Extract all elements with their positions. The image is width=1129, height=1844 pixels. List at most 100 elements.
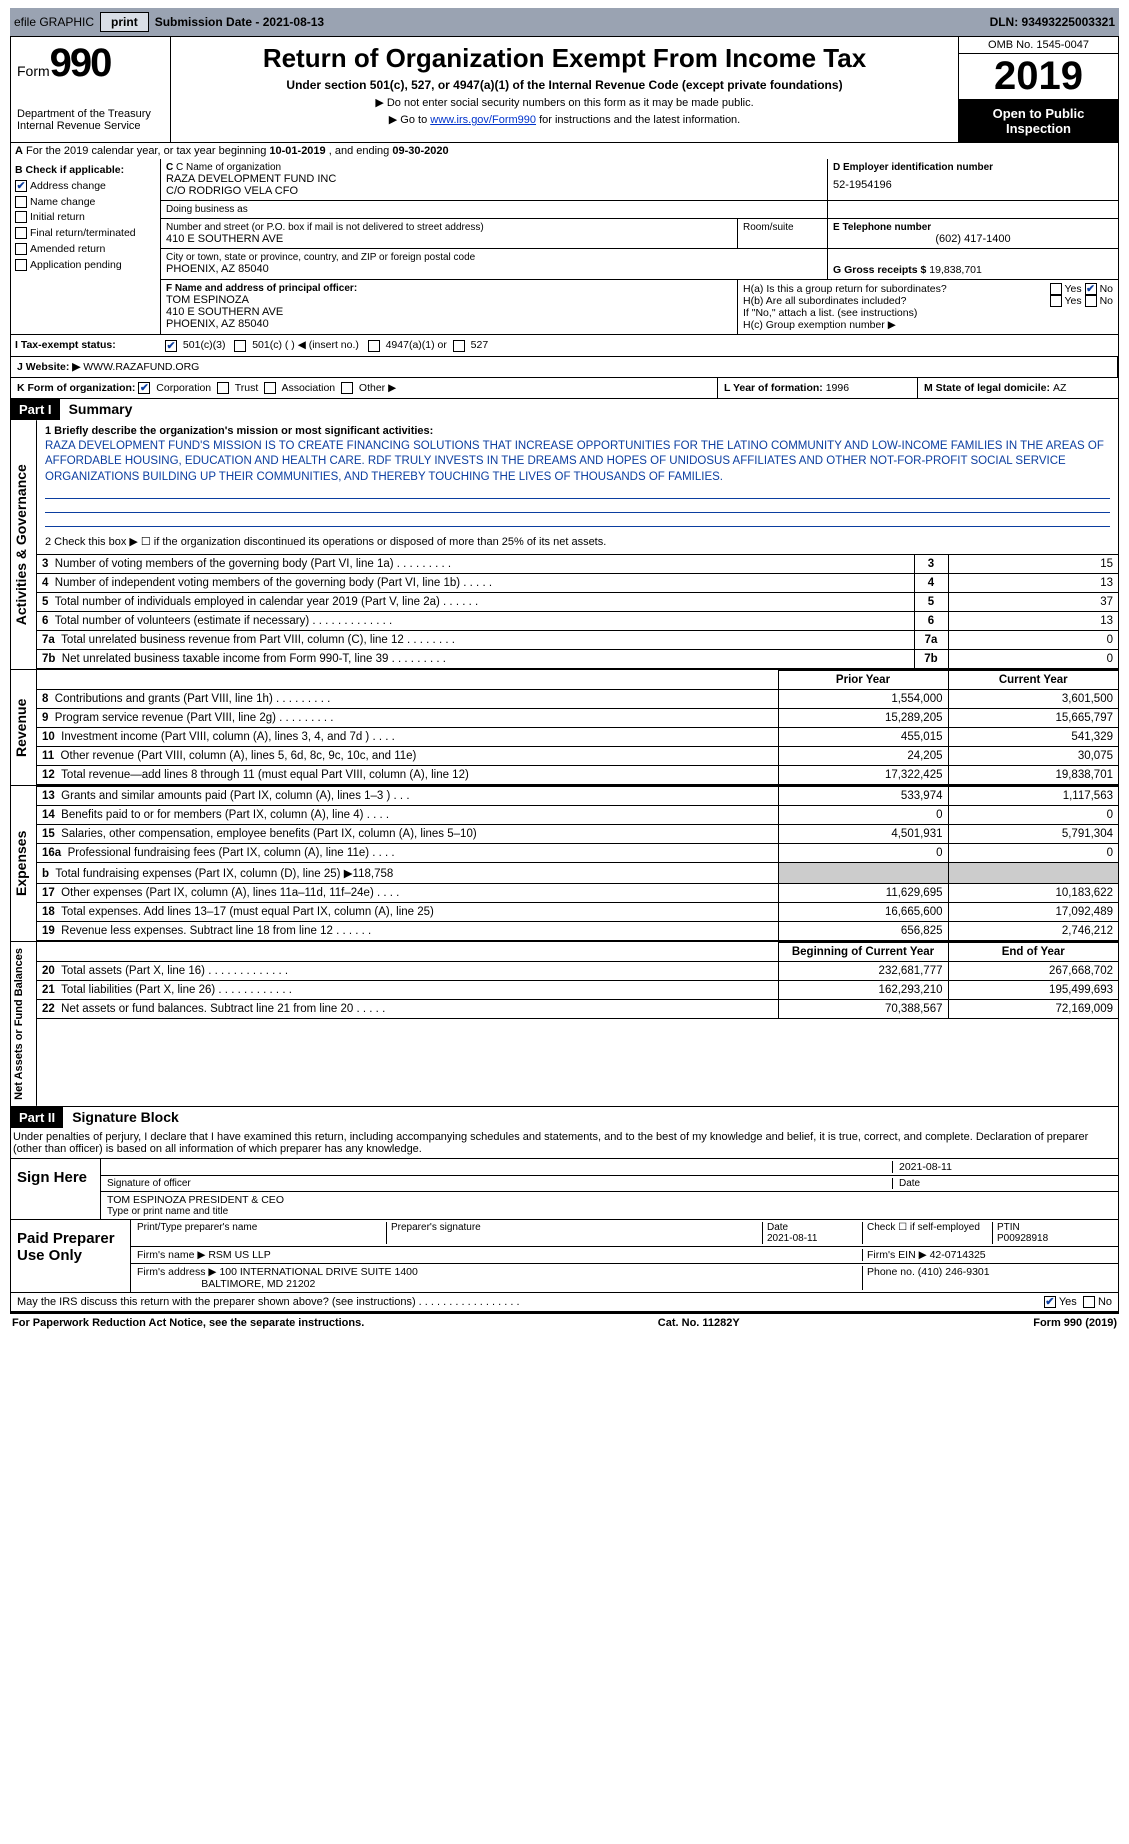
- col-b-header: B Check if applicable:: [15, 164, 124, 176]
- firm-addr-label: Firm's address ▶: [137, 1266, 219, 1278]
- state-domicile-cell: M State of legal domicile: AZ: [918, 378, 1118, 398]
- officer-city: PHOENIX, AZ 85040: [166, 318, 732, 330]
- sig-date1: 2021-08-11: [892, 1161, 1112, 1173]
- chk-discuss-yes[interactable]: [1044, 1296, 1056, 1308]
- table-row: 14 Benefits paid to or for members (Part…: [37, 806, 1118, 825]
- table-row: 17 Other expenses (Part IX, column (A), …: [37, 884, 1118, 903]
- form-ref: Form 990 (2019): [1033, 1317, 1117, 1329]
- org-name-label: C Name of organization: [176, 162, 281, 173]
- chk-501c3[interactable]: [165, 340, 177, 352]
- current-year-hdr: Current Year: [948, 671, 1118, 690]
- netassets-header-row: Beginning of Current Year End of Year: [37, 943, 1118, 962]
- print-button[interactable]: print: [100, 12, 149, 32]
- form-org-label: K Form of organization:: [17, 382, 135, 394]
- header-left: Form990 Department of the Treasury Inter…: [11, 37, 171, 142]
- mission-text: RAZA DEVELOPMENT FUND'S MISSION IS TO CR…: [45, 440, 1104, 483]
- lbl-corp: Corporation: [156, 382, 211, 394]
- date-label: Date: [892, 1178, 1112, 1189]
- chk-other[interactable]: [341, 382, 353, 394]
- chk-501c[interactable]: [234, 340, 246, 352]
- telephone-value: (602) 417-1400: [833, 233, 1113, 245]
- prior-year-hdr: Prior Year: [778, 671, 948, 690]
- firm-phone-label: Phone no.: [867, 1266, 918, 1278]
- table-row: 6 Total number of volunteers (estimate i…: [37, 612, 1118, 631]
- omb-number: OMB No. 1545-0047: [959, 37, 1118, 54]
- governance-table: 3 Number of voting members of the govern…: [37, 554, 1118, 669]
- end-year-hdr: End of Year: [948, 943, 1118, 962]
- penalty-statement: Under penalties of perjury, I declare th…: [10, 1128, 1119, 1159]
- line-a-text2: , and ending: [329, 145, 393, 157]
- dept-treasury: Department of the Treasury: [17, 108, 164, 120]
- chk-assoc[interactable]: [264, 382, 276, 394]
- line2-text: 2 Check this box ▶ ☐ if the organization…: [45, 535, 1110, 550]
- website-cell: J Website: ▶ WWW.RAZAFUND.ORG: [11, 357, 1118, 377]
- lbl-trust: Trust: [235, 382, 259, 394]
- officer-name: TOM ESPINOZA: [166, 294, 732, 306]
- goto-link[interactable]: www.irs.gov/Form990: [430, 114, 536, 126]
- form-title: Return of Organization Exempt From Incom…: [177, 43, 952, 74]
- goto-post: for instructions and the latest informat…: [536, 114, 740, 126]
- vtab-expenses: Expenses: [11, 786, 37, 941]
- line-a-text1: For the 2019 calendar year, or tax year …: [26, 145, 269, 157]
- year-formation-label: L Year of formation:: [724, 382, 826, 394]
- chk-527[interactable]: [453, 340, 465, 352]
- tax-year-end: 09-30-2020: [392, 145, 448, 157]
- group-return-q: H(a) Is this a group return for subordin…: [743, 283, 947, 295]
- self-employed-check: Check ☐ if self-employed: [862, 1222, 992, 1244]
- city-cell: City or town, state or province, country…: [161, 249, 828, 279]
- tax-exempt-label: I Tax-exempt status:: [11, 335, 161, 355]
- irs-label: Internal Revenue Service: [17, 120, 164, 132]
- chk-discuss-no[interactable]: [1083, 1296, 1095, 1308]
- room-label: Room/suite: [743, 222, 822, 233]
- ein-spacer: [828, 201, 1118, 218]
- dba-label: Doing business as: [166, 204, 822, 215]
- chk-application-pending[interactable]: [15, 259, 27, 271]
- goto-pre: ▶ Go to: [389, 114, 430, 126]
- lbl-final-return: Final return/terminated: [30, 227, 136, 239]
- lbl-yes2: Yes: [1065, 295, 1082, 307]
- chk-amended-return[interactable]: [15, 243, 27, 255]
- chk-corp[interactable]: [138, 382, 150, 394]
- firm-phone: (410) 246-9301: [918, 1266, 990, 1278]
- org-name-cell: C C Name of organization RAZA DEVELOPMEN…: [161, 159, 828, 200]
- efile-label: efile GRAPHIC: [14, 15, 94, 29]
- chk-4947[interactable]: [368, 340, 380, 352]
- table-row: 7b Net unrelated business taxable income…: [37, 650, 1118, 669]
- mission-block: 1 Briefly describe the organization's mi…: [37, 420, 1118, 554]
- chk-group-yes[interactable]: [1050, 283, 1062, 295]
- form-number: 990: [50, 41, 111, 85]
- chk-trust[interactable]: [217, 382, 229, 394]
- open-to-public: Open to Public Inspection: [959, 100, 1118, 142]
- header-right: OMB No. 1545-0047 2019 Open to Public In…: [958, 37, 1118, 142]
- group-exemption: H(c) Group exemption number ▶: [743, 319, 1113, 331]
- revenue-table: Prior Year Current Year 8 Contributions …: [37, 670, 1118, 785]
- part2-header: Part II: [11, 1107, 63, 1128]
- ssn-warning: ▶ Do not enter social security numbers o…: [177, 96, 952, 109]
- year-formation-cell: L Year of formation: 1996: [718, 378, 918, 398]
- state-domicile-label: M State of legal domicile:: [924, 382, 1053, 394]
- paid-preparer-label: Paid Preparer Use Only: [11, 1220, 131, 1292]
- revenue-header-row: Prior Year Current Year: [37, 671, 1118, 690]
- table-row: 4 Number of independent voting members o…: [37, 574, 1118, 593]
- chk-sub-no[interactable]: [1085, 295, 1097, 307]
- table-row: 5 Total number of individuals employed i…: [37, 593, 1118, 612]
- chk-sub-yes[interactable]: [1050, 295, 1062, 307]
- part2-title: Signature Block: [66, 1109, 179, 1125]
- chk-initial-return[interactable]: [15, 211, 27, 223]
- chk-group-no[interactable]: [1085, 283, 1097, 295]
- part1-revenue: Revenue Prior Year Current Year 8 Contri…: [10, 670, 1119, 786]
- chk-name-change[interactable]: [15, 196, 27, 208]
- org-name: RAZA DEVELOPMENT FUND INC: [166, 173, 822, 185]
- pra-notice: For Paperwork Reduction Act Notice, see …: [12, 1317, 364, 1329]
- signature-block: Sign Here 2021-08-11 Signature of office…: [10, 1159, 1119, 1293]
- table-row: b Total fundraising expenses (Part IX, c…: [37, 863, 1118, 884]
- chk-address-change[interactable]: [15, 180, 27, 192]
- dln-label: DLN: 93493225003321: [990, 15, 1115, 29]
- chk-final-return[interactable]: [15, 227, 27, 239]
- preparer-sig-label: Preparer's signature: [387, 1222, 762, 1244]
- lbl-4947: 4947(a)(1) or: [386, 339, 447, 351]
- form-org-cell: K Form of organization: Corporation Trus…: [11, 378, 718, 398]
- city-label: City or town, state or province, country…: [166, 252, 822, 263]
- page-footer: For Paperwork Reduction Act Notice, see …: [10, 1312, 1119, 1332]
- table-row: 21 Total liabilities (Part X, line 26) .…: [37, 981, 1118, 1000]
